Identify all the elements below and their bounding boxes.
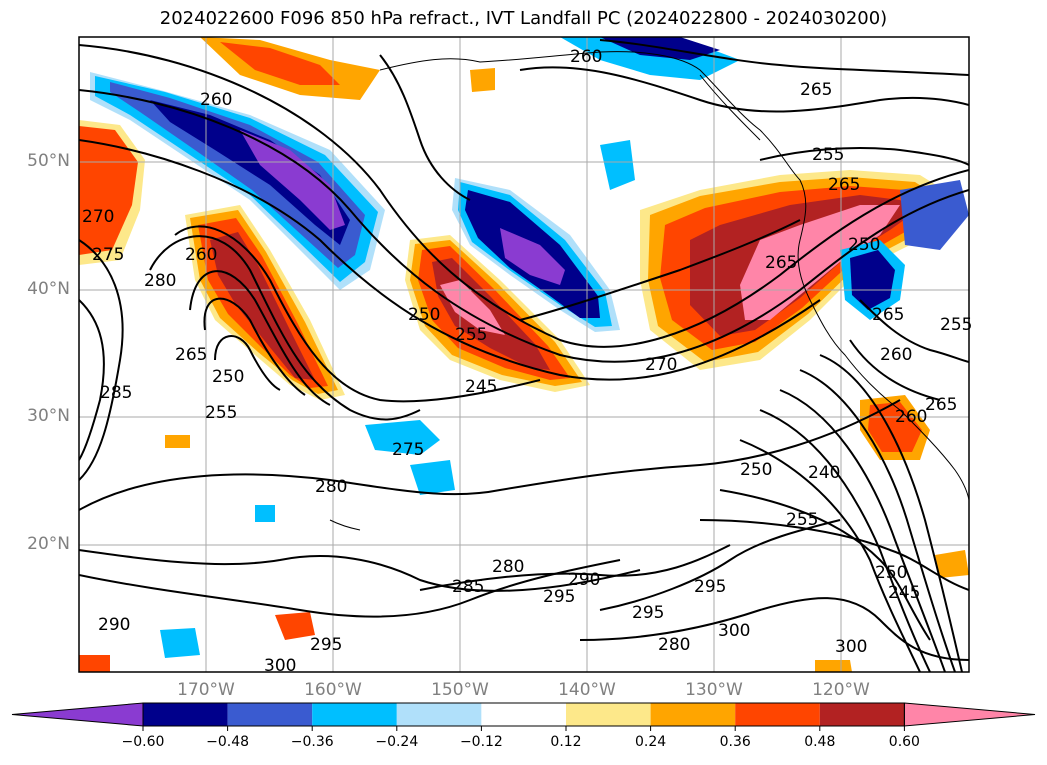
- contour-label: 265: [925, 395, 957, 415]
- colorbar-tick-label: 0.36: [719, 734, 751, 750]
- lon-label-170w: 170°W: [177, 680, 235, 700]
- lon-label-130w: 130°W: [685, 680, 743, 700]
- contour-label: 255: [786, 510, 818, 530]
- colorbar-tick-label: −0.60: [121, 734, 165, 750]
- contour-label: 295: [632, 603, 664, 623]
- contour-label: 290: [98, 615, 130, 635]
- contour-label: 280: [144, 271, 176, 291]
- contour-label: 265: [800, 80, 832, 100]
- lat-label-50n: 50°N: [27, 151, 70, 171]
- lon-label-140w: 140°W: [558, 680, 616, 700]
- colorbar-tick-label: 0.24: [635, 734, 667, 750]
- colorbar-box: [566, 703, 651, 726]
- contour-label: 245: [465, 377, 497, 397]
- colorbar-box: [481, 703, 566, 726]
- lat-label-20n: 20°N: [27, 534, 70, 554]
- contour-label: 295: [694, 577, 726, 597]
- contour-label: 250: [740, 460, 772, 480]
- colorbar-box: [396, 703, 482, 726]
- colorbar-tick-label: −0.48: [206, 734, 250, 750]
- contour-label: 300: [718, 621, 750, 641]
- colorbar-outline: [142, 702, 905, 727]
- contour-label: 295: [310, 635, 342, 655]
- colorbar-box: [819, 703, 905, 726]
- contour-label: 255: [940, 315, 972, 335]
- colorbar-box: [650, 703, 736, 726]
- contour-label: 255: [812, 145, 844, 165]
- contour-lines: [79, 39, 969, 672]
- colorbar-tick-label: −0.36: [290, 734, 334, 750]
- contour-label: 265: [175, 345, 207, 365]
- contour-label: 270: [82, 207, 114, 227]
- colorbar-tick-label: 0.60: [888, 734, 920, 750]
- coastlines: [329, 51, 969, 531]
- contour-label: 260: [895, 407, 927, 427]
- contour-label: 250: [875, 563, 907, 583]
- contour-label-group: 260 265 255 260 270 275 260 280 265 285 …: [82, 47, 972, 676]
- colorbar-tick-label: 0.12: [550, 734, 582, 750]
- lon-label-120w: 120°W: [812, 680, 870, 700]
- colorbar-tick-label: −0.12: [459, 734, 503, 750]
- colorbar-box: [227, 703, 313, 726]
- contour-label: 300: [835, 637, 867, 657]
- contour-label: 280: [492, 557, 524, 577]
- contour-label: 265: [765, 253, 797, 273]
- lat-label-30n: 30°N: [27, 406, 70, 426]
- colorbar-box: [312, 703, 397, 726]
- lon-label-150w: 150°W: [431, 680, 489, 700]
- colorbar-tick-label: −0.24: [375, 734, 419, 750]
- map-title: 2024022600 F096 850 hPa refract., IVT La…: [159, 8, 888, 29]
- contour-label: 300: [264, 656, 296, 676]
- colorbar-extend-high: [903, 702, 1036, 727]
- contour-label: 265: [872, 305, 904, 325]
- contour-label: 260: [570, 47, 602, 67]
- lat-label-40n: 40°N: [27, 279, 70, 299]
- lon-label-160w: 160°W: [304, 680, 362, 700]
- contour-label: 260: [185, 245, 217, 265]
- colorbar: [11, 702, 1036, 731]
- contour-label: 275: [92, 245, 124, 265]
- contour-label: 275: [392, 440, 424, 460]
- contour-label: 260: [200, 90, 232, 110]
- contour-label: 290: [568, 570, 600, 590]
- colorbar-extend-low: [11, 702, 144, 727]
- contour-label: 265: [828, 175, 860, 195]
- contour-label: 250: [408, 305, 440, 325]
- contour-label: 280: [315, 477, 347, 497]
- colorbar-box: [735, 703, 820, 726]
- colorbar-box: [143, 703, 228, 726]
- contour-label: 255: [205, 403, 237, 423]
- contour-label: 285: [452, 577, 484, 597]
- contour-label: 260: [880, 345, 912, 365]
- contour-label: 245: [888, 583, 920, 603]
- contour-label: 285: [100, 383, 132, 403]
- map-border: [78, 36, 970, 673]
- contour-label: 280: [658, 635, 690, 655]
- contour-label: 250: [848, 235, 880, 255]
- colorbar-tick-label: 0.48: [804, 734, 836, 750]
- contour-label: 270: [645, 355, 677, 375]
- contour-label: 250: [212, 367, 244, 387]
- contour-label: 295: [543, 587, 575, 607]
- contour-label: 240: [808, 463, 840, 483]
- contour-label: 255: [455, 325, 487, 345]
